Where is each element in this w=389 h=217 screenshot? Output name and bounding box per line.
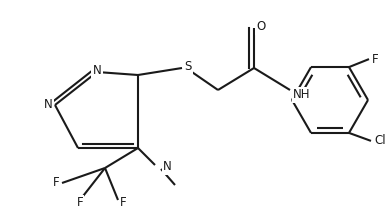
Text: F: F [120,197,127,209]
Text: S: S [184,61,191,74]
Text: Cl: Cl [374,134,385,147]
Text: NH: NH [293,89,310,102]
Text: F: F [372,53,378,66]
Text: N: N [163,161,172,174]
Text: N: N [93,64,102,77]
Text: F: F [77,197,83,209]
Text: N: N [44,99,53,112]
Text: O: O [256,20,265,33]
Text: F: F [53,176,60,189]
